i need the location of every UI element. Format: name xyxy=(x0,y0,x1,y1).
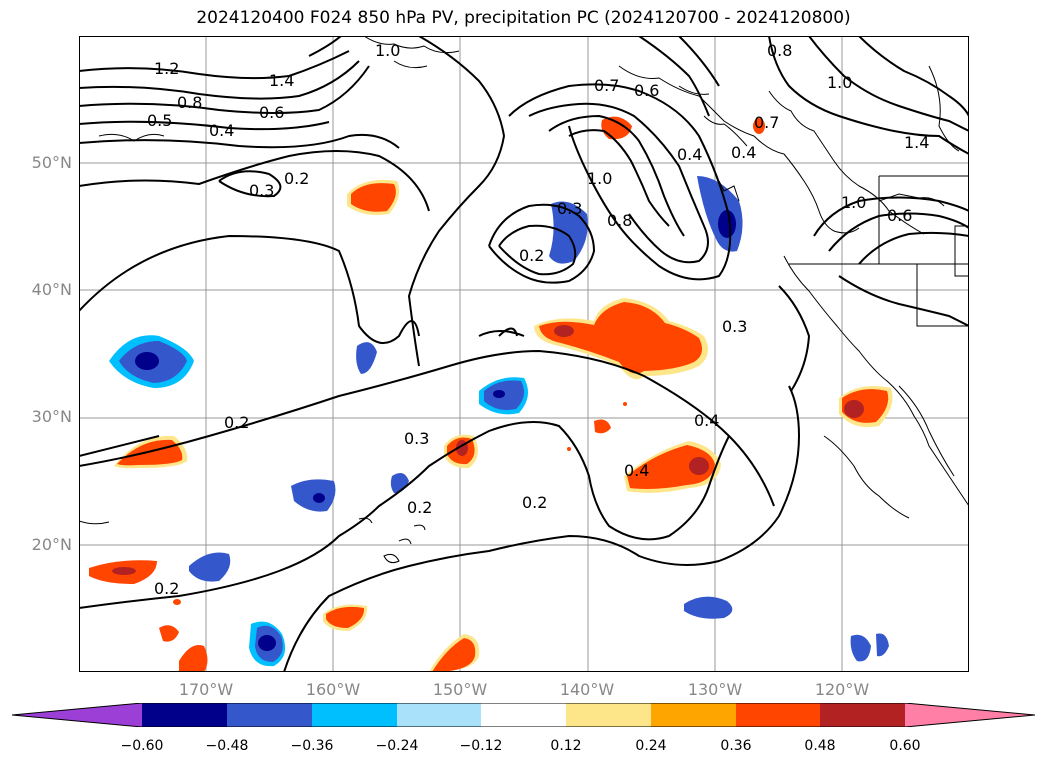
colorbar-label: 0.48 xyxy=(804,738,836,754)
contour-label: 1.0 xyxy=(375,41,400,60)
contour-label: 0.4 xyxy=(677,145,702,164)
colorbar-label: −0.60 xyxy=(120,738,164,754)
colorbar-segment xyxy=(227,703,312,727)
negative-patch-central xyxy=(479,377,528,415)
lon-label-130w: 130°W xyxy=(687,680,743,699)
colorbar-label: −0.24 xyxy=(375,738,419,754)
colorbar-segment xyxy=(312,703,397,727)
positive-patch-small-bits xyxy=(173,118,765,605)
contour-label: 1.0 xyxy=(827,73,852,92)
negative-patch-south-east xyxy=(684,596,733,619)
colorbar-label: 0.12 xyxy=(550,738,582,754)
contour-label: 0.6 xyxy=(634,81,659,100)
colorbar-label: −0.12 xyxy=(459,738,503,754)
negative-patch-west xyxy=(109,335,194,388)
positive-patch-south-d xyxy=(323,604,368,631)
lat-label-20n: 20°N xyxy=(31,535,72,554)
contour-label: 0.7 xyxy=(754,113,779,132)
positive-patch-hawaii-ne xyxy=(444,434,478,469)
positive-patch-south-e xyxy=(429,634,480,672)
contour-label: 1.2 xyxy=(154,59,179,78)
contour-label: 0.2 xyxy=(522,493,547,512)
colorbar xyxy=(12,703,1035,727)
positive-patch-south-c xyxy=(624,441,721,493)
contour-label: 0.5 xyxy=(147,111,172,130)
contour-label: 0.4 xyxy=(624,461,649,480)
negative-patch-south xyxy=(249,621,286,667)
coastlines xyxy=(79,36,969,564)
colorbar-label: 0.24 xyxy=(635,738,667,754)
gridlines xyxy=(79,36,969,672)
lon-label-150w: 150°W xyxy=(432,680,488,699)
contour-label: 0.8 xyxy=(607,211,632,230)
colorbar-extend-max xyxy=(905,703,1035,727)
colorbar-segment xyxy=(566,703,651,727)
colorbar-segment xyxy=(736,703,820,727)
contour-label: 0.3 xyxy=(404,429,429,448)
lat-label-50n: 50°N xyxy=(31,153,72,172)
positive-patch-central-large xyxy=(534,298,708,380)
contour-label: 0.6 xyxy=(259,103,284,122)
lon-label-140w: 140°W xyxy=(559,680,615,699)
contour-label: 0.3 xyxy=(722,317,747,336)
contour-label: 0.2 xyxy=(407,498,432,517)
colorbar-segments xyxy=(12,703,1035,727)
contour-label: 0.3 xyxy=(249,181,274,200)
colorbar-segment xyxy=(481,703,566,727)
positive-patch-south-f xyxy=(159,625,208,672)
lon-label-170w: 170°W xyxy=(178,680,234,699)
colorbar-extend-min xyxy=(12,703,142,727)
contour-label: 1.4 xyxy=(269,71,294,90)
lon-label-160w: 160°W xyxy=(305,680,361,699)
contour-label: 0.6 xyxy=(887,206,912,225)
map-title: 2024120400 F024 850 hPa PV, precipitatio… xyxy=(196,8,851,28)
contour-label: 0.3 xyxy=(557,199,582,218)
colorbar-label: 0.36 xyxy=(720,738,752,754)
contour-label: 0.8 xyxy=(767,41,792,60)
contour-label: 0.2 xyxy=(519,246,544,265)
negative-patch-far-se xyxy=(850,633,889,662)
colorbar-segment xyxy=(397,703,481,727)
contour-labels: 1.2 1.4 0.8 0.5 0.4 0.6 1.0 0.7 0.6 0.8 … xyxy=(147,41,929,598)
colorbar-label: 0.60 xyxy=(889,738,921,754)
negative-patch-north-central xyxy=(549,201,588,264)
map-border xyxy=(79,36,969,672)
contour-label: 1.4 xyxy=(904,133,929,152)
map-canvas: 1.2 1.4 0.8 0.5 0.4 0.6 1.0 0.7 0.6 0.8 … xyxy=(79,36,969,672)
colorbar-label: −0.36 xyxy=(290,738,334,754)
negative-patch-small-c xyxy=(356,342,377,374)
positive-patch-coast-sw xyxy=(839,385,893,428)
contour-label: 0.2 xyxy=(224,413,249,432)
colorbar-label: −0.48 xyxy=(205,738,249,754)
contour-label: 1.0 xyxy=(841,193,866,212)
contour-label: 0.7 xyxy=(594,76,619,95)
lon-label-120w: 120°W xyxy=(814,680,870,699)
contour-label: 0.4 xyxy=(209,121,234,140)
negative-patch-sw xyxy=(189,552,231,582)
pv-contours xyxy=(79,36,969,672)
positive-patch-west-b xyxy=(89,560,157,584)
contour-label: 0.2 xyxy=(154,579,179,598)
contour-label: 1.0 xyxy=(587,169,612,188)
colorbar-segment xyxy=(820,703,905,727)
contour-label: 0.8 xyxy=(177,93,202,112)
positive-patch-north-a xyxy=(347,179,400,215)
contour-label: 0.2 xyxy=(284,169,309,188)
lat-label-30n: 30°N xyxy=(31,407,72,426)
colorbar-segment xyxy=(651,703,736,727)
colorbar-segment xyxy=(142,703,227,727)
lat-label-40n: 40°N xyxy=(31,280,72,299)
contour-label: 0.4 xyxy=(731,143,756,162)
negative-patch-hawaii-nw xyxy=(291,479,336,512)
contour-label: 0.4 xyxy=(694,411,719,430)
